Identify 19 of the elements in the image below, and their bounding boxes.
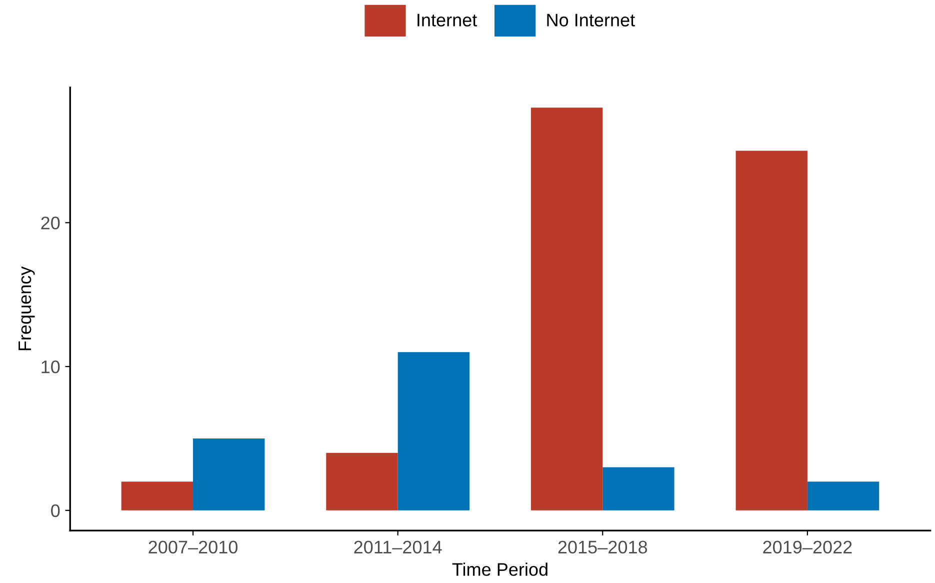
bar (193, 438, 265, 510)
x-tick-label: 2019–2022 (763, 540, 852, 554)
y-tick-label: 0 (51, 504, 60, 518)
legend-label: Internet (418, 14, 478, 26)
x-tick-label: 2015–2018 (558, 540, 648, 554)
y-tick-label: 10 (42, 360, 60, 374)
bar (530, 108, 603, 510)
legend-label: No Internet (547, 14, 635, 26)
y-tick-label: 20 (41, 216, 60, 230)
x-tick-label: 2011–2014 (354, 540, 442, 554)
bar (326, 452, 398, 510)
x-tick-label: 2007–2010 (148, 540, 238, 554)
x-axis-title: Time Period (452, 562, 548, 576)
bar (398, 352, 470, 510)
bar (807, 482, 880, 510)
bar (121, 482, 194, 510)
bar (602, 467, 674, 510)
bar (736, 150, 808, 510)
y-axis-title: Frequency (18, 266, 35, 350)
